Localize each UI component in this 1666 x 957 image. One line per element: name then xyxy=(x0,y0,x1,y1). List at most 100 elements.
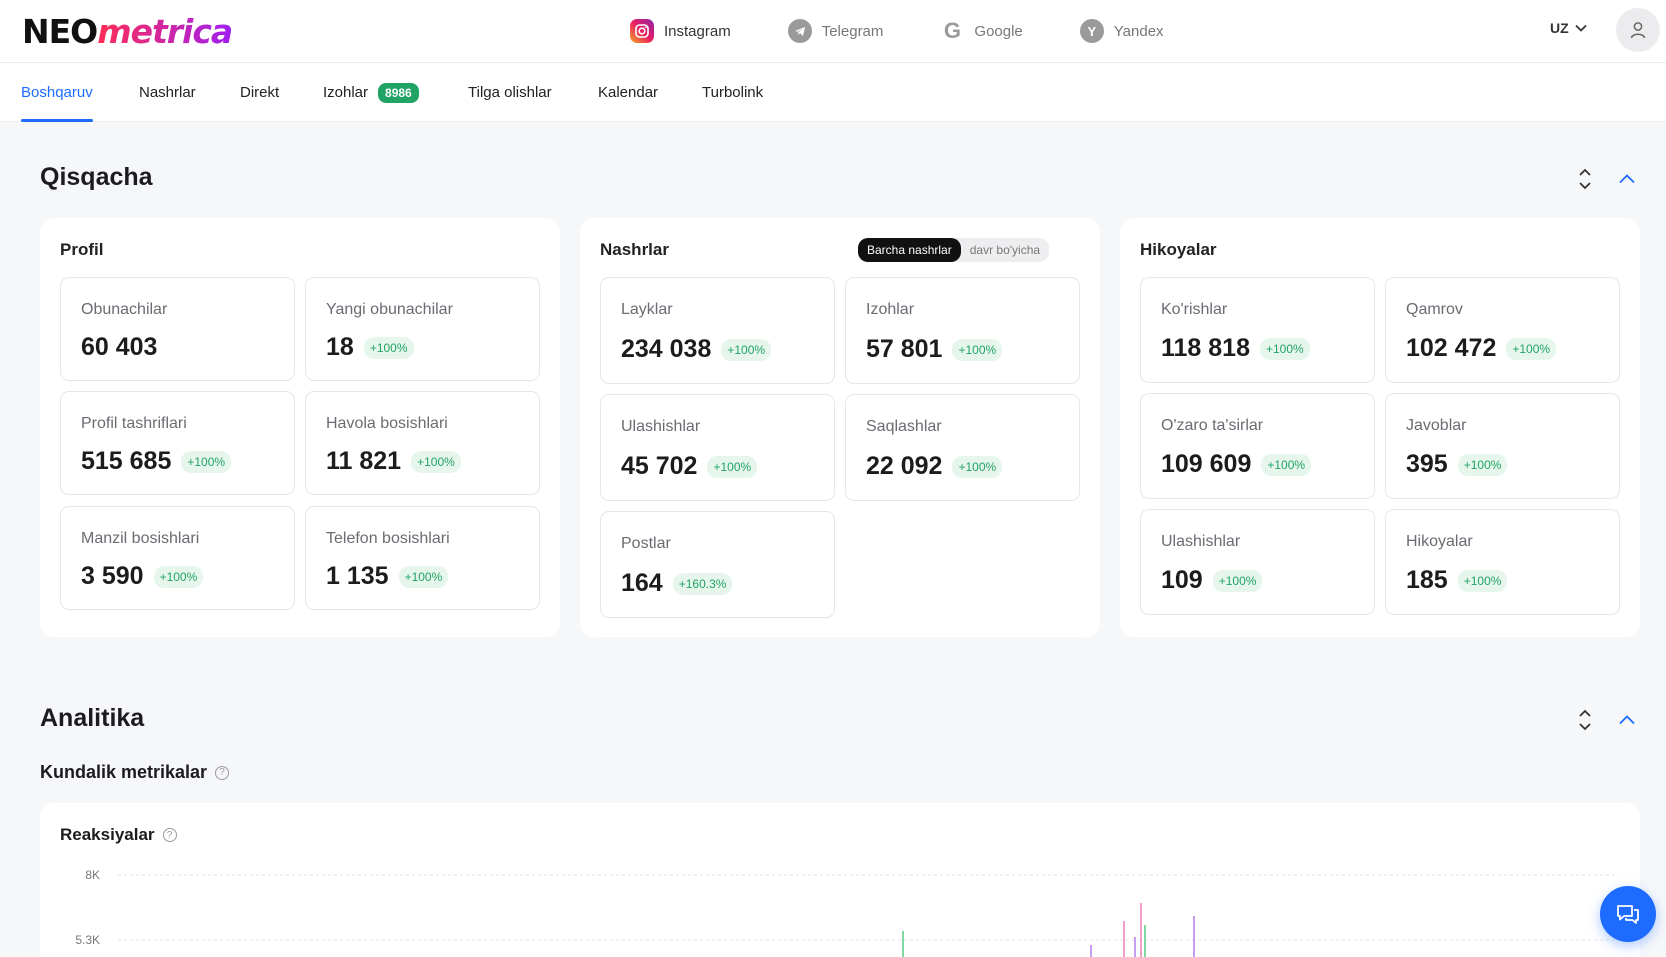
metric-value: 1 135 xyxy=(326,562,389,590)
metric-value: 185 xyxy=(1406,566,1448,594)
tab-label: Turbolink xyxy=(702,84,764,101)
help-icon[interactable]: ? xyxy=(215,765,230,780)
tab-kalendar[interactable]: Kalendar xyxy=(598,63,658,122)
help-icon[interactable]: ? xyxy=(162,828,177,842)
toggle-by-period[interactable]: davr bo'yicha xyxy=(969,243,1041,257)
tab-direkt[interactable]: Direkt xyxy=(240,63,279,122)
tab-nashrlar[interactable]: Nashrlar xyxy=(139,63,196,122)
change-badge: +100% xyxy=(1260,337,1310,360)
metric-card-havola-bosishlari[interactable]: Havola bosishlari 11 821 +100% xyxy=(305,391,540,495)
tab-label: Kalendar xyxy=(598,84,659,101)
tab-turbolink[interactable]: Turbolink xyxy=(702,63,763,122)
collapse-section-icon[interactable] xyxy=(1615,708,1639,732)
metric-card-telefon-bosishlari[interactable]: Telefon bosishlari 1 135 +100% xyxy=(305,506,540,610)
tab-label: Nashrlar xyxy=(139,84,196,101)
toggle-all-posts[interactable]: Barcha nashrlar xyxy=(858,238,961,262)
tab-tilga-olishlar[interactable]: Tilga olishlar xyxy=(468,63,552,122)
metric-label: Javoblar xyxy=(1406,417,1467,434)
metric-label: Yangi obunachilar xyxy=(326,301,453,318)
metric-label: Ulashishlar xyxy=(1161,533,1241,550)
metric-value: 118 818 xyxy=(1161,334,1250,362)
metric-card-profil-tashriflari[interactable]: Profil tashriflari 515 685 +100% xyxy=(60,391,295,495)
platform-google[interactable]: G Google xyxy=(940,14,1023,48)
metric-label: Hikoyalar xyxy=(1406,533,1473,550)
language-label: UZ xyxy=(1550,20,1569,36)
platform-telegram[interactable]: Telegram xyxy=(787,14,883,48)
platform-switcher: Instagram Telegram G Google Y Yandex xyxy=(630,14,1221,48)
metric-card-yangi-obunachilar[interactable]: Yangi obunachilar 18 +100% xyxy=(305,277,540,381)
change-badge: +100% xyxy=(952,455,1003,478)
metric-label: Ko'rishlar xyxy=(1161,301,1228,318)
metric-value: 45 702 xyxy=(621,452,698,480)
support-chat-button[interactable] xyxy=(1600,886,1656,942)
platform-label: Yandex xyxy=(1113,22,1164,40)
metric-label: Ulashishlar xyxy=(621,418,701,435)
metric-card-manzil-bosishlari[interactable]: Manzil bosishlari 3 590 +100% xyxy=(60,506,295,610)
metric-card-postlar[interactable]: Postlar 164 +160.3% xyxy=(600,511,835,618)
expand-collapse-icon[interactable] xyxy=(1573,167,1597,191)
change-badge: +100% xyxy=(721,338,772,361)
metric-label: Telefon bosishlari xyxy=(326,530,450,547)
metric-value: 11 821 xyxy=(326,447,402,475)
change-badge: +100% xyxy=(1506,337,1557,360)
tab-label: Direkt xyxy=(240,84,280,101)
main-tabs: Boshqaruv Nashrlar Direkt Izohlar 8986 Ti… xyxy=(0,63,1666,122)
y-tick-label: 5.3K xyxy=(75,933,100,947)
metric-label: Layklar xyxy=(621,301,673,318)
metric-card-hikoyalar[interactable]: Hikoyalar 185 +100% xyxy=(1385,509,1620,615)
metric-value: 22 092 xyxy=(866,452,943,480)
tab-label: Izohlar xyxy=(323,84,369,101)
change-badge: +100% xyxy=(1457,569,1508,592)
metric-card-obunachilar[interactable]: Obunachilar 60 403 xyxy=(60,277,295,381)
metric-label: Postlar xyxy=(621,535,671,552)
change-badge: +100% xyxy=(363,336,414,359)
metric-label: Havola bosishlari xyxy=(326,415,448,432)
change-badge: +100% xyxy=(707,455,758,478)
collapse-section-icon[interactable] xyxy=(1615,167,1639,191)
metric-value: 164 xyxy=(621,569,663,597)
metric-label: Manzil bosishlari xyxy=(81,530,200,547)
platform-instagram[interactable]: Instagram xyxy=(630,14,731,48)
metric-value: 102 472 xyxy=(1406,334,1497,362)
telegram-icon xyxy=(787,19,812,43)
metric-card-layklar[interactable]: Layklar 234 038 +100% xyxy=(600,277,835,384)
change-badge: +100% xyxy=(181,450,232,473)
metric-card-saqlashlar[interactable]: Saqlashlar 22 092 +100% xyxy=(845,394,1080,501)
language-selector[interactable]: UZ xyxy=(1550,20,1587,36)
reactions-chart-heading: Reaksiyalar ? xyxy=(60,825,177,845)
chart-bar xyxy=(1193,916,1195,957)
platform-yandex[interactable]: Y Yandex xyxy=(1079,14,1164,48)
metric-value: 395 xyxy=(1406,450,1448,478)
chart-bar xyxy=(1144,925,1146,957)
metric-value: 3 590 xyxy=(81,562,144,590)
user-avatar[interactable] xyxy=(1616,8,1660,52)
metric-card-ozaro-tasirlar[interactable]: O'zaro ta'sirlar 109 609 +100% xyxy=(1140,393,1375,499)
daily-metrics-title: Kundalik metrikalar xyxy=(40,762,208,782)
metric-card-izohlar[interactable]: Izohlar 57 801 +100% xyxy=(845,277,1080,384)
metric-card-javoblar[interactable]: Javoblar 395 +100% xyxy=(1385,393,1620,499)
tab-izohlar[interactable]: Izohlar 8986 xyxy=(323,63,419,122)
chart-bar xyxy=(1134,937,1136,957)
instagram-icon xyxy=(630,19,654,43)
chevron-down-icon xyxy=(1575,24,1587,32)
metric-value: 109 xyxy=(1161,566,1203,594)
metric-card-korishlar[interactable]: Ko'rishlar 118 818 +100% xyxy=(1140,277,1375,383)
summary-section-title: Qisqacha xyxy=(40,163,153,191)
metric-value: 18 xyxy=(326,333,354,361)
metric-card-qamrov[interactable]: Qamrov 102 472 +100% xyxy=(1385,277,1620,383)
tab-boshqaruv[interactable]: Boshqaruv xyxy=(21,63,93,122)
comments-count-badge: 8986 xyxy=(378,82,419,103)
chart-bar xyxy=(1090,945,1092,957)
metric-label: O'zaro ta'sirlar xyxy=(1161,417,1264,434)
google-icon: G xyxy=(943,18,961,43)
yandex-icon: Y xyxy=(1079,19,1104,43)
neometrica-logo[interactable]: NEO metrica xyxy=(22,12,233,51)
top-bar: NEO metrica Instagram Telegram G Google Y… xyxy=(0,0,1666,63)
reactions-chart-panel: Reaksiyalar ? 8K 5.3K xyxy=(40,803,1640,957)
metric-value: 515 685 xyxy=(81,447,172,475)
metric-card-ulashishlar-stories[interactable]: Ulashishlar 109 +100% xyxy=(1140,509,1375,615)
chart-bar xyxy=(902,931,904,957)
metric-label: Obunachilar xyxy=(81,301,168,318)
expand-collapse-icon[interactable] xyxy=(1573,708,1597,732)
metric-card-ulashishlar[interactable]: Ulashishlar 45 702 +100% xyxy=(600,394,835,501)
